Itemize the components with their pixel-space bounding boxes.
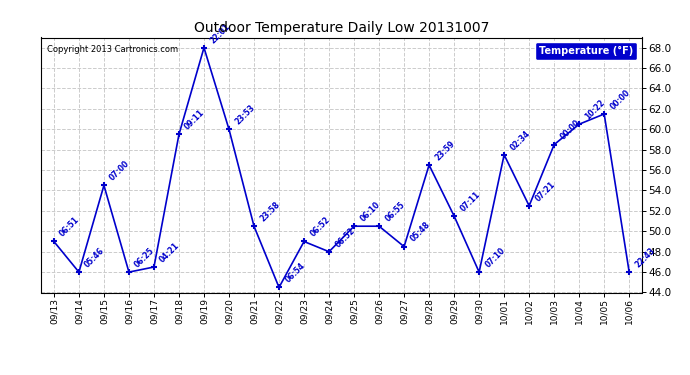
Text: 23:58: 23:58 <box>258 200 282 223</box>
Text: 23:53: 23:53 <box>233 103 257 126</box>
Text: 22:01: 22:01 <box>208 21 232 45</box>
Text: 04:21: 04:21 <box>158 241 181 264</box>
Text: 06:10: 06:10 <box>358 200 382 223</box>
Text: 07:10: 07:10 <box>483 246 506 269</box>
Text: 06:54: 06:54 <box>283 261 306 285</box>
Title: Outdoor Temperature Daily Low 20131007: Outdoor Temperature Daily Low 20131007 <box>194 21 489 35</box>
Text: 02:34: 02:34 <box>509 129 532 152</box>
Text: 09:11: 09:11 <box>183 108 206 132</box>
Text: 05:46: 05:46 <box>83 246 106 269</box>
Text: 07:00: 07:00 <box>108 159 132 183</box>
Text: 22:43: 22:43 <box>633 246 657 269</box>
Text: 05:48: 05:48 <box>408 220 432 244</box>
Text: 23:59: 23:59 <box>433 139 457 162</box>
Legend: Temperature (°F): Temperature (°F) <box>535 42 637 60</box>
Text: 06:25: 06:25 <box>133 246 157 269</box>
Text: 00:00: 00:00 <box>609 88 632 111</box>
Text: 06:51: 06:51 <box>58 215 81 239</box>
Text: 06:52: 06:52 <box>333 226 357 249</box>
Text: 07:21: 07:21 <box>533 180 557 203</box>
Text: Copyright 2013 Cartronics.com: Copyright 2013 Cartronics.com <box>48 45 179 54</box>
Text: 10:22: 10:22 <box>583 98 607 122</box>
Text: 07:11: 07:11 <box>458 190 482 213</box>
Text: 00:00: 00:00 <box>558 118 582 142</box>
Text: 06:52: 06:52 <box>308 215 331 239</box>
Text: 06:55: 06:55 <box>383 200 406 223</box>
